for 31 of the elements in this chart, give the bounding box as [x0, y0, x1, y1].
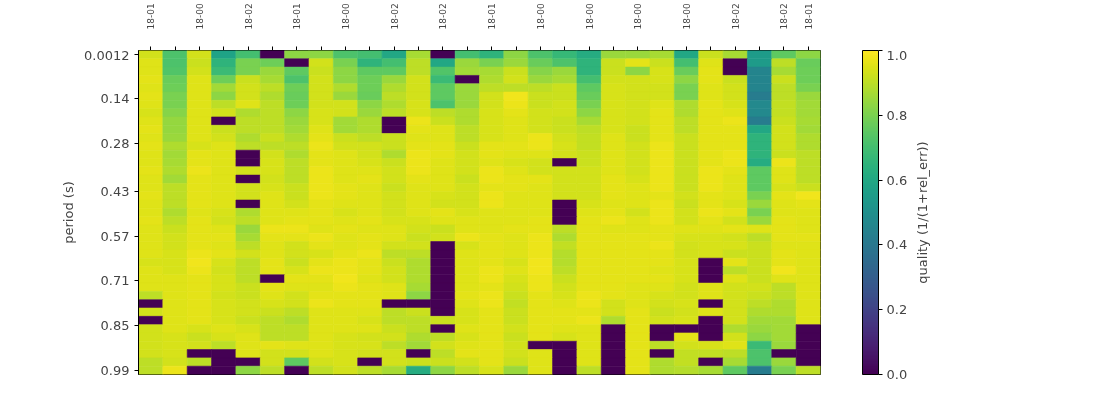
x-tick-label: 18-02	[438, 3, 449, 30]
y-tick-label: 0.57	[100, 228, 130, 244]
x-tick-label: 18-00	[682, 3, 693, 30]
color-bar-label: 0.2	[886, 302, 908, 318]
color-bar-label: 0.6	[886, 172, 908, 188]
color-bar-label: 0.8	[886, 107, 908, 123]
y-tick-label: 0.28	[100, 136, 130, 152]
x-tick-label: 18-02	[389, 3, 400, 30]
y-tick-label: 0.99	[100, 362, 130, 378]
x-tick-label: 18-01	[146, 3, 157, 30]
color-bar-label: 0.4	[886, 237, 908, 253]
color-bar-label: 1.0	[886, 47, 908, 63]
y-tick-label: 0.14	[100, 91, 130, 107]
x-tick-label: 18-00	[535, 3, 546, 30]
x-tick-label: 18-01	[803, 3, 814, 30]
x-tick-label: 18-01	[292, 3, 303, 30]
y-axis-title: period (s)	[61, 181, 77, 244]
x-tick-label: 18-02	[730, 3, 741, 30]
x-tick-label: 18-00	[194, 3, 205, 30]
x-tick-label: 18-00	[584, 3, 595, 30]
x-tick-label: 18-02	[243, 3, 254, 30]
color-bar-label: 0.0	[886, 367, 908, 382]
y-tick-label: 0.43	[100, 184, 130, 200]
y-tick-label: 0.85	[100, 318, 130, 334]
x-tick-label: 18-00	[633, 3, 644, 30]
x-tick-label: 18-01	[487, 3, 498, 30]
color-bar-title: quality (1/(1+rel_err))	[915, 141, 930, 284]
y-tick-label: 0.71	[100, 273, 130, 289]
y-tick-label: 0.0012	[84, 47, 130, 63]
x-tick-label: 18-00	[341, 3, 352, 30]
x-tick-label: 18-02	[779, 3, 790, 30]
